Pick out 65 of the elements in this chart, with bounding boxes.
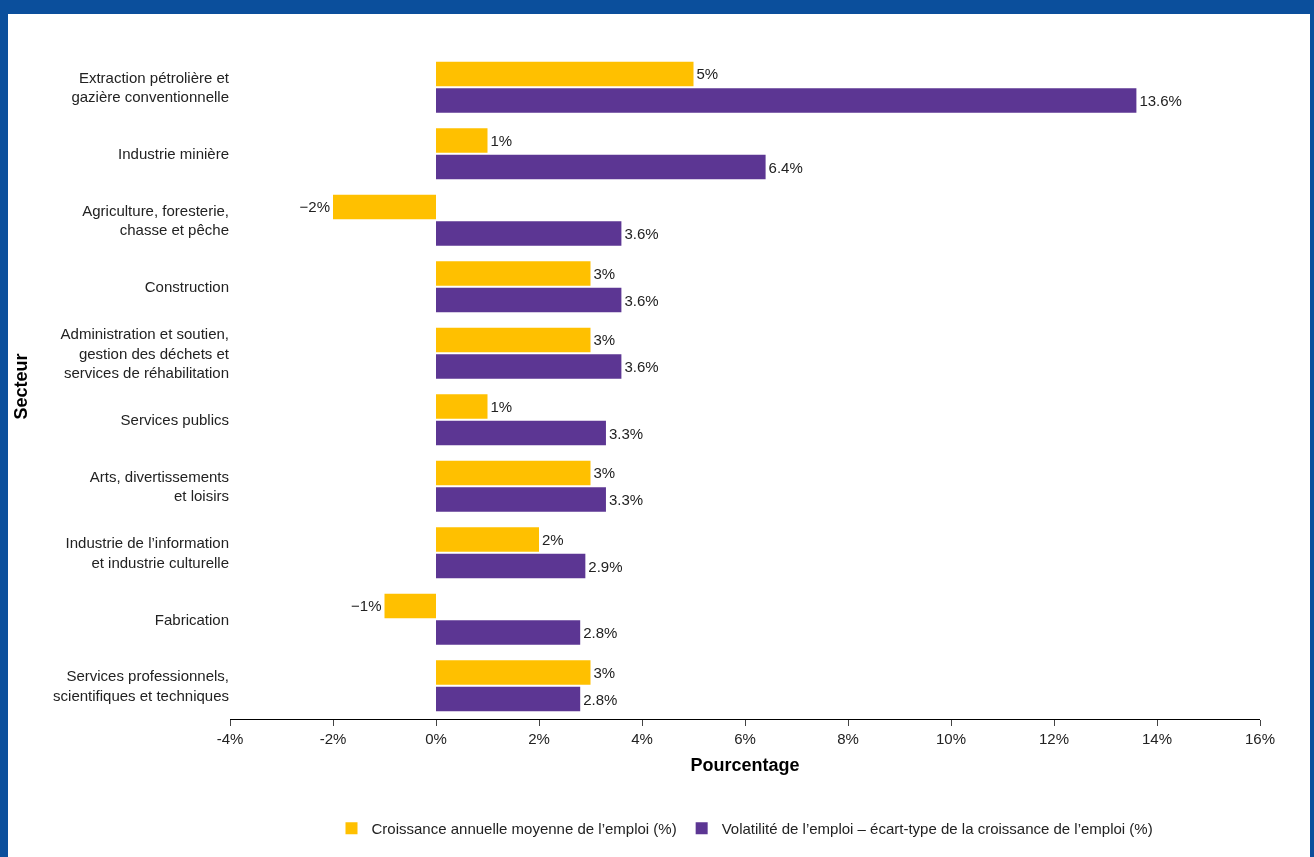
data-label: 3.6% bbox=[624, 358, 659, 376]
data-label: 1% bbox=[490, 397, 513, 415]
y-tick-label: Extraction pétrolière et gazière conventionnelle bbox=[71, 68, 230, 106]
bar bbox=[436, 527, 539, 552]
bar bbox=[436, 61, 694, 87]
data-label: 2% bbox=[542, 530, 564, 548]
data-label: 3.6% bbox=[624, 225, 659, 243]
bar bbox=[436, 287, 622, 313]
data-label: −1% bbox=[351, 597, 382, 615]
x-tick-label: 10% bbox=[935, 730, 967, 747]
data-label: −2% bbox=[299, 198, 330, 216]
x-axis-title: Pourcentage bbox=[690, 755, 800, 776]
x-tick-label: 14% bbox=[1141, 730, 1173, 747]
bar bbox=[436, 154, 766, 180]
bar bbox=[436, 686, 581, 712]
data-label: 3.6% bbox=[624, 291, 659, 309]
x-tick-label: 16% bbox=[1244, 730, 1276, 747]
data-label: 2.9% bbox=[588, 557, 623, 575]
data-label: 3% bbox=[593, 464, 616, 482]
bar bbox=[436, 221, 622, 246]
y-tick-label: Fabrication bbox=[154, 610, 229, 628]
bar bbox=[436, 354, 622, 379]
bar bbox=[436, 420, 606, 446]
x-tick-label: 0% bbox=[425, 730, 447, 747]
x-tick-label: 8% bbox=[837, 730, 859, 747]
legend-label: Croissance annuelle moyenne de l’emploi (%) bbox=[371, 820, 677, 838]
data-label: 3.3% bbox=[608, 424, 644, 442]
bar bbox=[333, 194, 436, 220]
data-label: 3% bbox=[593, 663, 616, 681]
data-label: 3% bbox=[593, 264, 616, 282]
y-axis-title: Secteur bbox=[11, 353, 32, 420]
bar bbox=[384, 593, 436, 619]
data-label: 2.8% bbox=[583, 690, 618, 708]
x-tick-label: -2% bbox=[319, 730, 347, 747]
y-tick-label: Administration et soutien, gestion des déchets et services de réhabilitation bbox=[60, 325, 230, 381]
y-tick-label: Agriculture, foresterie, chasse et pêche bbox=[82, 201, 229, 239]
data-label: 5% bbox=[696, 65, 719, 83]
y-tick-label: Services professionnels, scientifiques et techniques bbox=[53, 667, 229, 704]
y-tick-label: Arts, divertissements et loisirs bbox=[89, 467, 229, 505]
data-label: 2.8% bbox=[583, 624, 618, 642]
x-tick-label: -4% bbox=[216, 730, 244, 747]
bar bbox=[436, 660, 591, 685]
x-tick-label: 2% bbox=[528, 730, 550, 747]
y-tick-label: Industrie minière bbox=[118, 145, 229, 162]
bar bbox=[436, 327, 591, 353]
y-tick-label: Industrie de l’information et industrie culturelle bbox=[65, 534, 229, 571]
bar bbox=[436, 261, 591, 286]
bar bbox=[436, 88, 1137, 113]
data-label: 3% bbox=[593, 331, 616, 349]
x-tick-label: 12% bbox=[1038, 730, 1070, 747]
bar bbox=[436, 460, 591, 486]
bar bbox=[436, 620, 581, 645]
bar bbox=[436, 487, 606, 512]
bar bbox=[436, 394, 488, 419]
x-tick-label: 6% bbox=[734, 730, 756, 747]
bar bbox=[436, 128, 488, 153]
data-label: 13.6% bbox=[1139, 92, 1182, 110]
bar bbox=[436, 553, 586, 579]
data-label: 1% bbox=[490, 131, 513, 149]
data-label: 6.4% bbox=[768, 158, 803, 176]
x-tick-label: 4% bbox=[631, 730, 653, 747]
y-tick-label: Construction bbox=[144, 278, 229, 295]
data-label: 3.3% bbox=[608, 491, 644, 509]
legend-label: Volatilité de l’emploi – écart-type de la croissance de l’emploi (%) bbox=[721, 820, 1153, 838]
y-tick-label: Services publics bbox=[120, 411, 229, 428]
